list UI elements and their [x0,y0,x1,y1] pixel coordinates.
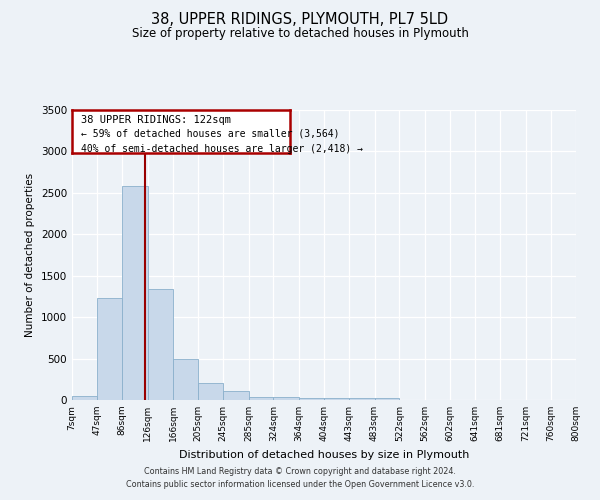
Bar [374,398,400,400]
Bar [72,396,97,400]
Bar [274,396,299,400]
Bar [198,384,223,400]
Bar [325,398,349,400]
Bar [173,360,198,400]
Bar [97,298,122,400]
Bar [299,398,325,400]
Bar [122,186,148,400]
Bar [248,396,274,400]
Y-axis label: Number of detached properties: Number of detached properties [25,173,35,337]
Text: Contains HM Land Registry data © Crown copyright and database right 2024.: Contains HM Land Registry data © Crown c… [144,467,456,476]
Text: Contains public sector information licensed under the Open Government Licence v3: Contains public sector information licen… [126,480,474,489]
Text: 38, UPPER RIDINGS, PLYMOUTH, PL7 5LD: 38, UPPER RIDINGS, PLYMOUTH, PL7 5LD [151,12,449,28]
Bar [223,391,248,400]
Text: 38 UPPER RIDINGS: 122sqm: 38 UPPER RIDINGS: 122sqm [81,115,231,125]
X-axis label: Distribution of detached houses by size in Plymouth: Distribution of detached houses by size … [179,450,469,460]
Text: 40% of semi-detached houses are larger (2,418) →: 40% of semi-detached houses are larger (… [81,144,363,154]
Bar [349,398,374,400]
Text: ← 59% of detached houses are smaller (3,564): ← 59% of detached houses are smaller (3,… [81,129,339,139]
Text: Size of property relative to detached houses in Plymouth: Size of property relative to detached ho… [131,28,469,40]
Bar [148,289,173,400]
